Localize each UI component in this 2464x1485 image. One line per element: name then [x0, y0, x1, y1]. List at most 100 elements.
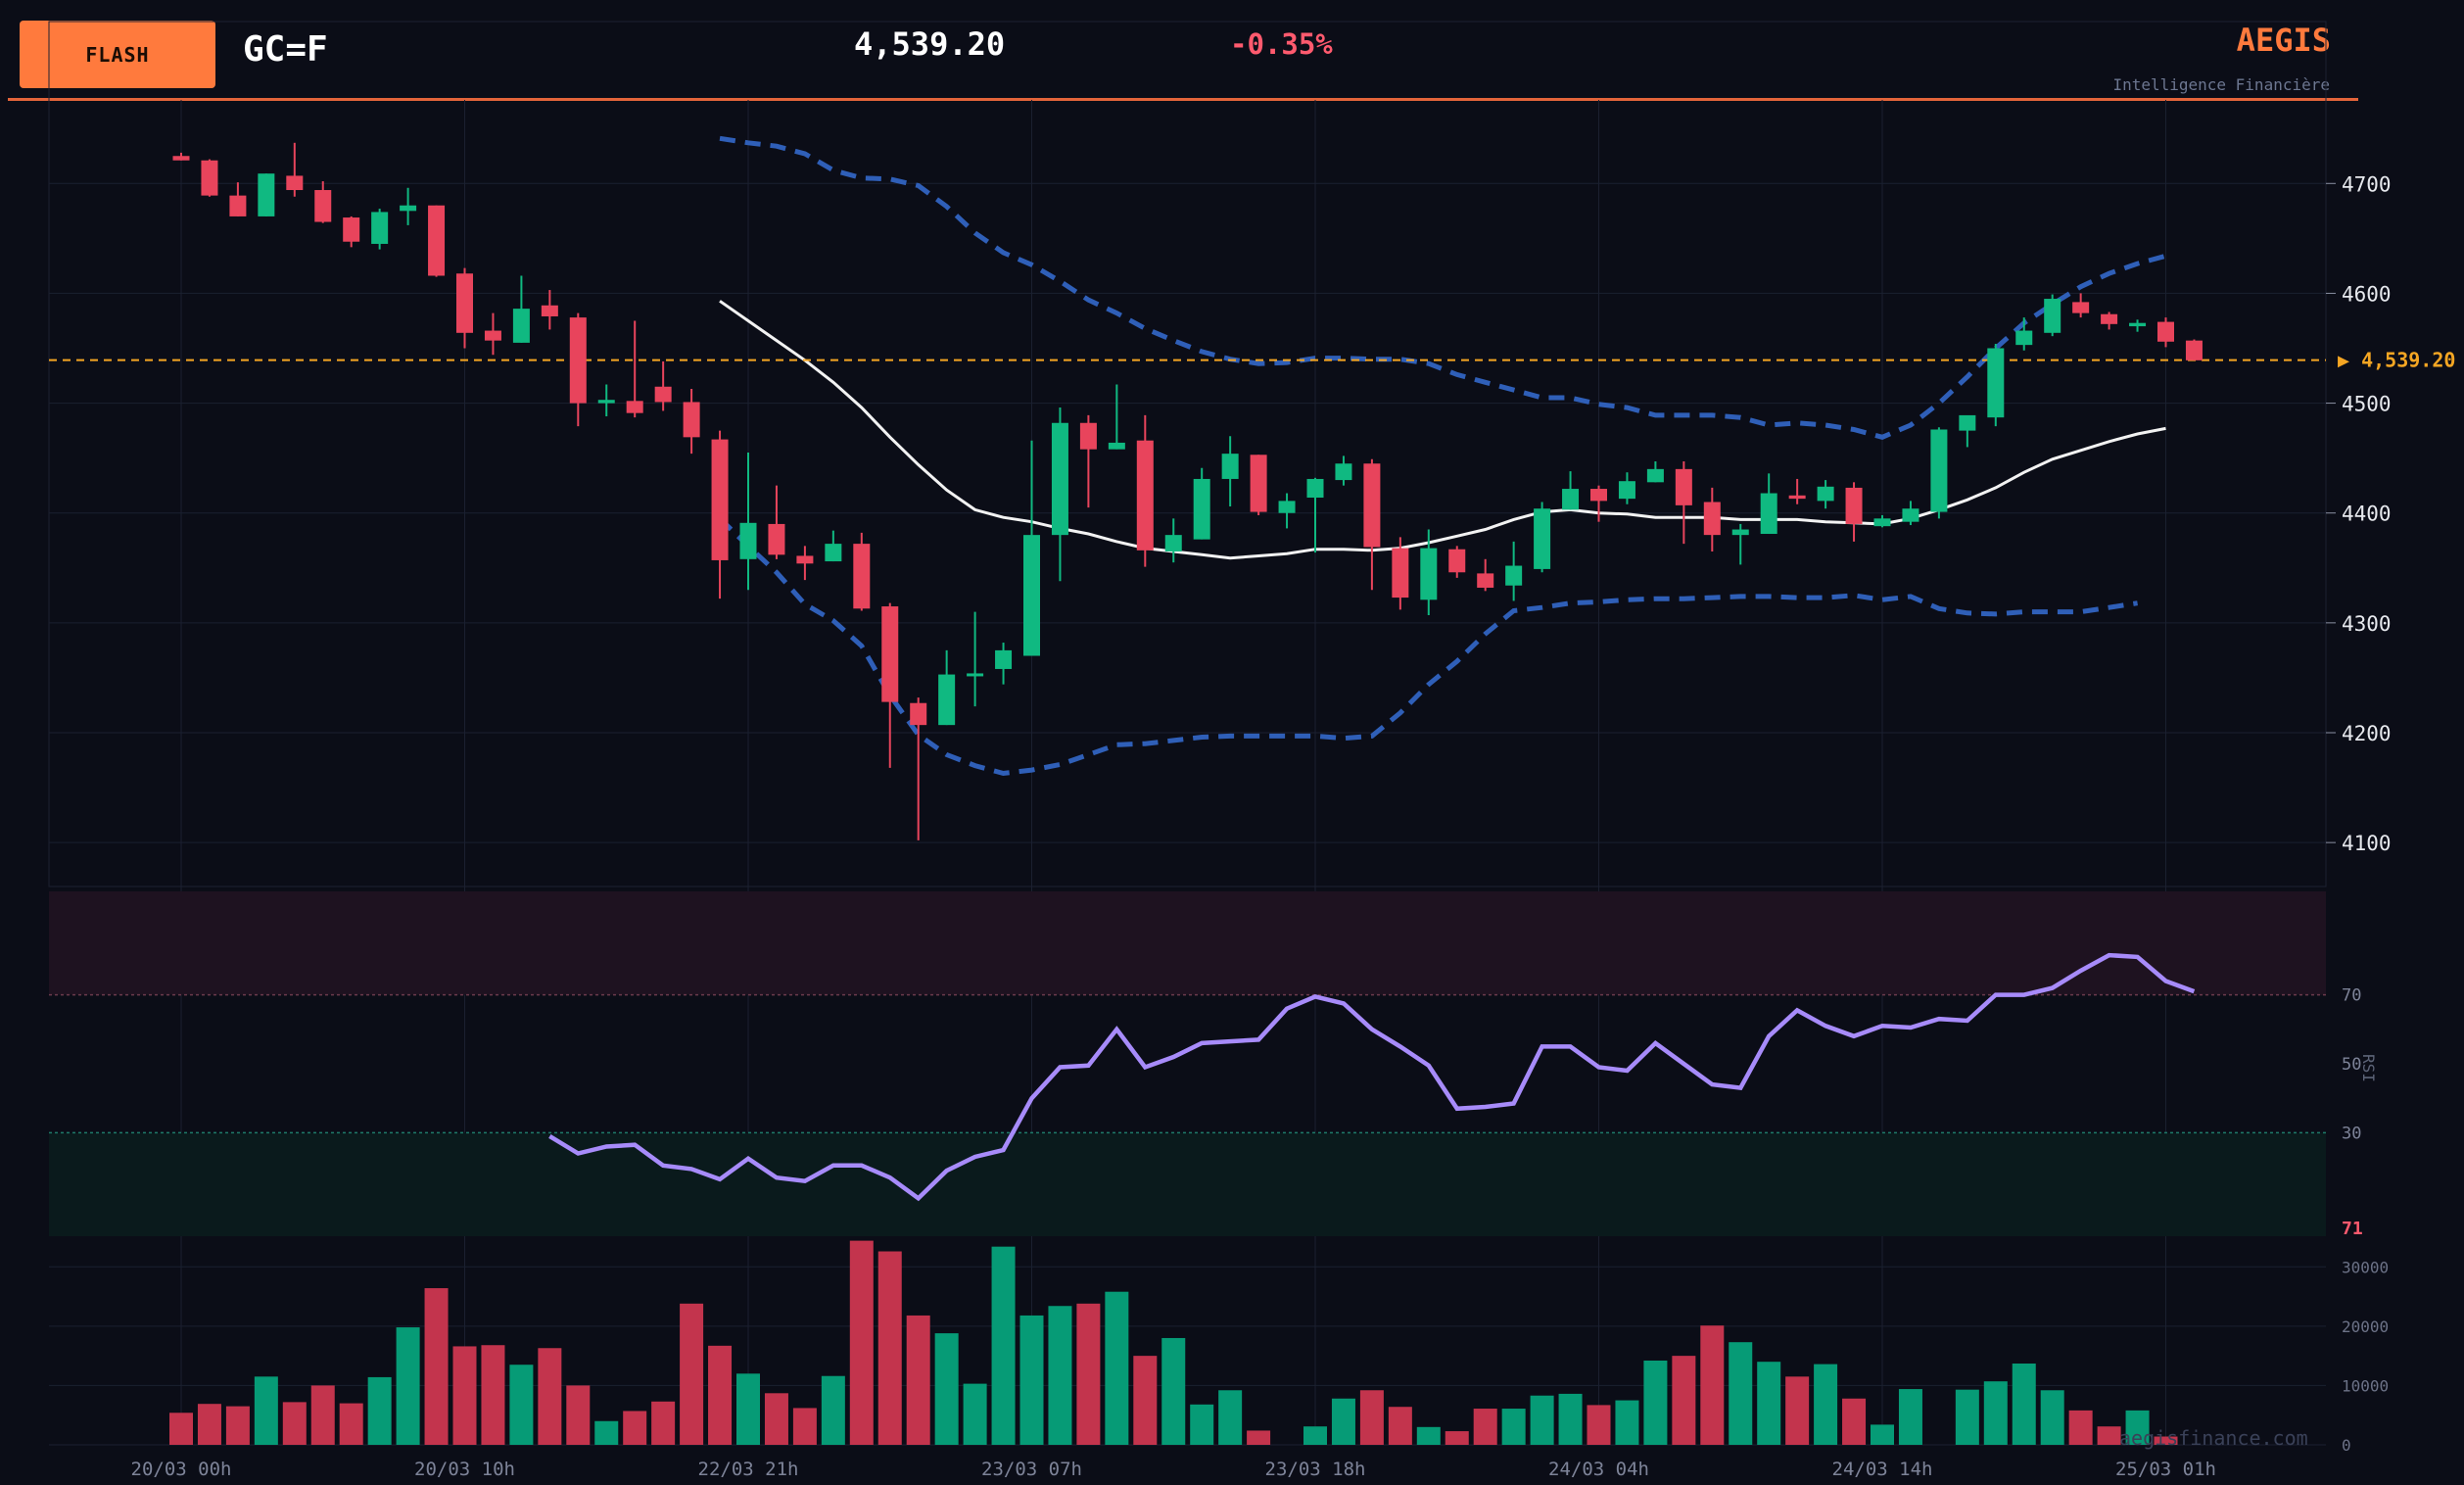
- candle-body: [1930, 429, 1948, 512]
- volume-bar: [991, 1246, 1016, 1445]
- bollinger-upper-band: [719, 135, 2167, 440]
- volume-bar: [934, 1333, 959, 1445]
- volume-bar: [1814, 1364, 1838, 1445]
- rsi-line: [548, 952, 2196, 1202]
- candle-body: [881, 606, 899, 702]
- candle-body: [1760, 493, 1777, 535]
- volume-bar: [396, 1327, 420, 1445]
- volume-bar: [1672, 1356, 1696, 1445]
- volume-bar: [310, 1385, 335, 1445]
- volume-bar: [1105, 1291, 1129, 1445]
- volume-bar: [906, 1315, 930, 1445]
- volume-tick-label: 0: [2342, 1436, 2351, 1455]
- volume-bar: [2154, 1436, 2178, 1445]
- volume-bar: [1416, 1426, 1441, 1445]
- price-tick-label: 4100: [2342, 832, 2392, 855]
- volume-bar: [1076, 1303, 1101, 1445]
- candle-body: [1477, 573, 1494, 588]
- candle-body: [910, 702, 927, 726]
- candle-body: [2157, 321, 2174, 342]
- volume-bar: [1247, 1430, 1271, 1445]
- volume-tick-label: 10000: [2342, 1376, 2389, 1395]
- candle-body: [597, 400, 615, 404]
- volume-bar: [1331, 1398, 1355, 1445]
- candle-body: [1590, 489, 1607, 502]
- volume-bar: [509, 1365, 534, 1445]
- candle-body: [768, 523, 785, 555]
- candle-body: [1562, 489, 1580, 510]
- candle-body: [400, 205, 417, 212]
- volume-bar: [1133, 1356, 1158, 1445]
- volume-bar: [821, 1375, 845, 1445]
- candle-body: [1618, 481, 1635, 500]
- volume-bar: [2097, 1426, 2121, 1445]
- candle-body: [1278, 501, 1296, 513]
- candle-body: [371, 212, 389, 244]
- price-pane-frame: [48, 21, 2327, 887]
- candle-body: [711, 439, 729, 560]
- volume-bar: [1530, 1395, 1554, 1445]
- volume-bar: [1643, 1360, 1668, 1445]
- volume-bar: [736, 1373, 760, 1445]
- candle-body: [2015, 330, 2033, 346]
- time-tick-label: 24/03 04h: [1548, 1459, 1649, 1480]
- rsi-level-label: 50: [2342, 1055, 2361, 1075]
- candle-body: [1817, 486, 1834, 502]
- volume-bar: [623, 1411, 647, 1445]
- price-tick-label: 4200: [2342, 722, 2392, 745]
- candle-body: [512, 309, 530, 343]
- volume-bar: [680, 1303, 704, 1445]
- price-tick-label: 4300: [2342, 612, 2392, 636]
- candle-body: [1392, 548, 1409, 599]
- rsi-overbought-zone: [49, 891, 2326, 995]
- time-tick-label: 20/03 10h: [414, 1459, 515, 1480]
- volume-bar: [1587, 1405, 1611, 1445]
- volume-bar: [1955, 1389, 1979, 1445]
- price-tick-label: 4700: [2342, 172, 2392, 196]
- candle-body: [796, 555, 814, 564]
- volume-bar: [1898, 1389, 1922, 1445]
- header-divider: [8, 98, 2358, 101]
- candle-body: [1703, 502, 1721, 536]
- volume-bar: [963, 1383, 987, 1445]
- candle-body: [1646, 468, 1664, 483]
- volume-bar: [1303, 1426, 1327, 1445]
- candle-body: [739, 522, 757, 559]
- volume-bar: [481, 1345, 505, 1445]
- volume-bar: [1019, 1315, 1044, 1445]
- volume-bar: [1842, 1398, 1867, 1445]
- rsi-current-value: 71: [2342, 1219, 2363, 1239]
- volume-bar: [197, 1404, 221, 1445]
- current-price-label: ▶ 4,539.20: [2338, 349, 2455, 372]
- candle-body: [229, 195, 247, 216]
- candle-body: [1987, 348, 2005, 418]
- price-tick-label: 4500: [2342, 393, 2392, 416]
- volume-bar: [1785, 1376, 1810, 1445]
- time-tick-label: 20/03 00h: [131, 1459, 232, 1480]
- candle-body: [1505, 565, 1523, 586]
- candle-body: [995, 649, 1013, 669]
- candle-body: [2185, 340, 2203, 360]
- candle-body: [2101, 313, 2118, 324]
- candle-body: [1221, 454, 1239, 479]
- candle-body: [1448, 549, 1466, 573]
- candle-body: [1534, 508, 1551, 569]
- volume-bar: [169, 1413, 193, 1445]
- rsi-level-label: 70: [2342, 986, 2361, 1006]
- brand-tagline: Intelligence Financière: [2112, 75, 2330, 94]
- volume-pane: 0 10000 20000 30000: [49, 1240, 2389, 1455]
- candle-body: [1788, 495, 1806, 500]
- volume-bar: [566, 1385, 591, 1445]
- volume-bar: [452, 1346, 477, 1445]
- volume-bar: [764, 1393, 788, 1445]
- candle-body: [428, 205, 446, 276]
- candle-body: [1675, 468, 1692, 505]
- candle-body: [967, 673, 984, 677]
- candle-body: [1335, 463, 1352, 481]
- volume-bar: [1983, 1381, 2008, 1445]
- candle-body: [1420, 548, 1438, 600]
- volume-bar: [2012, 1364, 2036, 1445]
- volume-bar: [792, 1408, 817, 1445]
- time-tick-label: 25/03 01h: [2115, 1459, 2216, 1480]
